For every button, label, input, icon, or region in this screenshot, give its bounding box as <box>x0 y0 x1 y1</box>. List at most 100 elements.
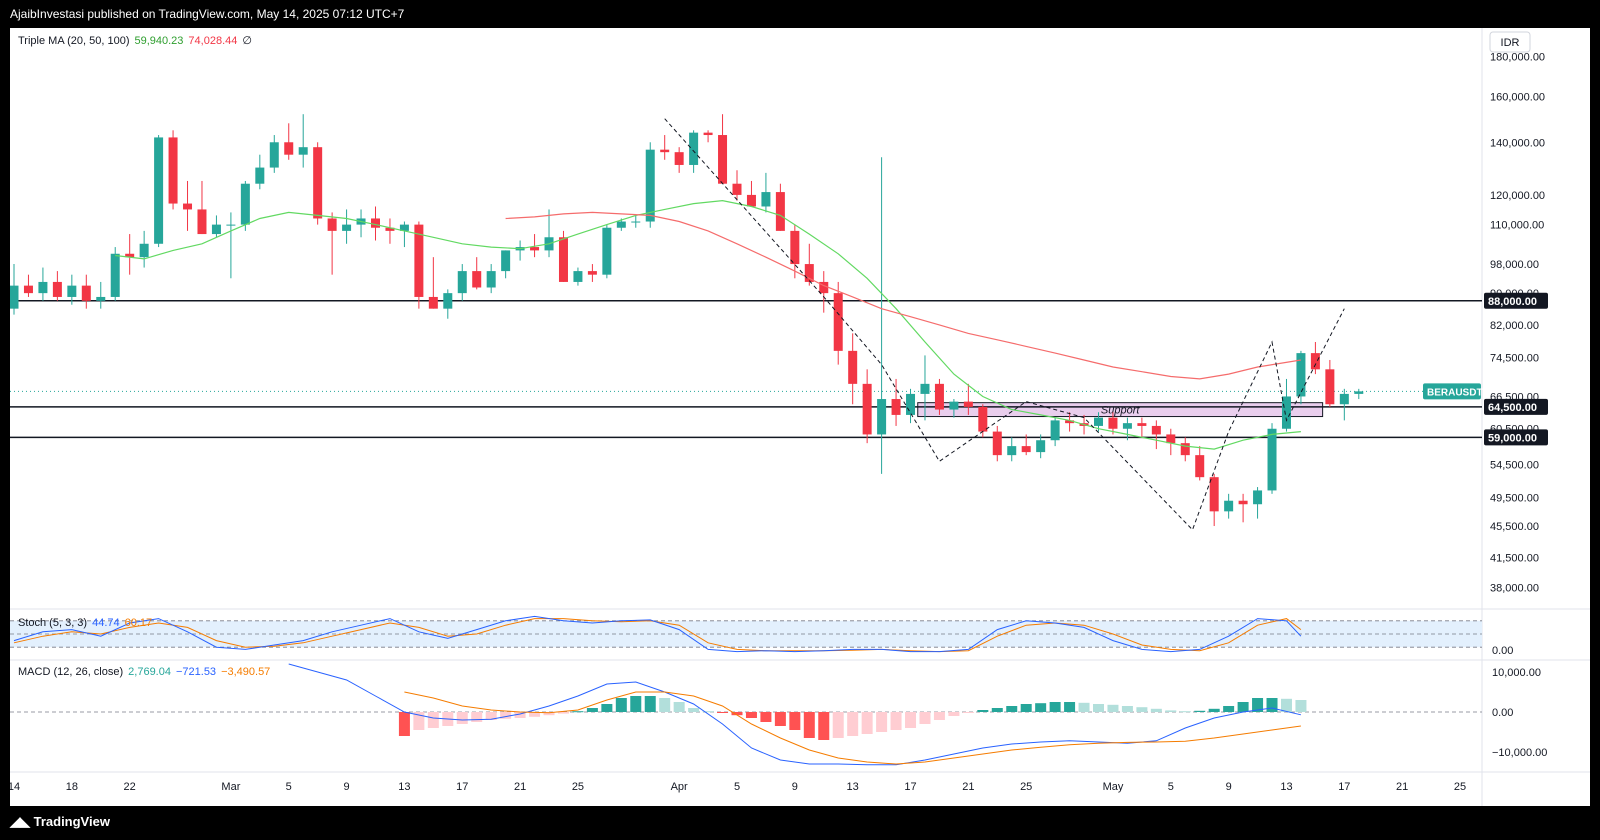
candle-body <box>183 203 193 210</box>
candle-body <box>240 183 250 225</box>
candle-body <box>23 285 33 294</box>
candle-body <box>587 271 597 275</box>
stoch-legend-k: 44.74 <box>92 617 120 629</box>
macd-histogram-bar <box>1266 698 1278 712</box>
candle-body <box>385 227 395 231</box>
currency-box: IDR <box>1489 31 1531 53</box>
macd-histogram-bar <box>702 711 714 713</box>
candle-body <box>52 281 62 297</box>
candle <box>978 404 988 438</box>
candle-body <box>833 293 843 351</box>
macd-histogram-bar <box>803 712 815 738</box>
ma-legend-name: Triple MA (20, 50, 100) <box>18 35 129 47</box>
price-tick-label: 120,000.00 <box>1490 190 1545 202</box>
macd-histogram-bar <box>398 712 410 736</box>
macd-histogram-bar <box>586 708 598 712</box>
pane-separators <box>10 28 1590 806</box>
candle <box>819 271 829 313</box>
price-tick-label: 82,000.00 <box>1490 320 1539 332</box>
macd-histogram-bar <box>1020 704 1032 712</box>
candle-body <box>81 285 91 301</box>
macd-histogram-bar <box>529 712 541 717</box>
ma-legend-v1: 59,940.23 <box>134 35 183 47</box>
stoch-k-line <box>13 615 1302 653</box>
candle-body <box>211 224 221 235</box>
tradingview-logo[interactable]: ◢◣ TradingView <box>10 814 110 829</box>
macd-histogram-bar <box>1194 710 1206 712</box>
candle-body <box>457 271 467 294</box>
macd-histogram-bar <box>933 712 945 720</box>
macd-tick-label: 0.00 <box>1492 707 1513 719</box>
time-tick-label: 9 <box>344 781 350 793</box>
candle-body <box>168 137 178 204</box>
candle <box>920 355 930 421</box>
time-tick-label: 17 <box>904 781 916 793</box>
candle <box>1296 350 1306 405</box>
candle <box>1122 417 1132 441</box>
candle-body <box>703 132 713 136</box>
time-tick-label: 21 <box>514 781 526 793</box>
candle <box>530 234 540 258</box>
macd-histogram-bar <box>673 702 685 712</box>
time-tick-label: 17 <box>456 781 468 793</box>
macd-signal-line <box>404 691 1301 765</box>
price-tick-label: 160,000.00 <box>1490 92 1545 104</box>
level-tag-label: 88,000.00 <box>1488 296 1537 308</box>
time-axis: 14 18 22 Mar 5 9 13 17 21 25 Apr 5 9 13 17 21 25 May 5 9 13 1… <box>10 781 1466 793</box>
macd-histogram-bar <box>543 712 555 716</box>
candle-body <box>920 383 930 394</box>
candle <box>457 264 467 301</box>
macd-histogram-bar <box>1150 708 1162 712</box>
candle <box>472 257 482 290</box>
candle-body <box>934 383 944 410</box>
macd-histogram-bar <box>919 712 931 724</box>
macd-histogram-bar <box>413 712 425 730</box>
time-tick-label: May <box>1103 781 1124 793</box>
candle-body <box>1065 420 1075 424</box>
candle-body <box>255 167 265 184</box>
candle-body <box>1094 417 1103 426</box>
time-tick-label: 5 <box>734 781 740 793</box>
candle-body <box>1325 369 1335 405</box>
candle <box>284 123 294 160</box>
macd-histogram-bar <box>1280 698 1292 712</box>
candle-body <box>1238 500 1248 505</box>
candle-body <box>38 281 48 294</box>
candle-body <box>660 149 670 153</box>
candle-body <box>1339 393 1349 405</box>
candle-body <box>1224 500 1234 512</box>
candle <box>501 250 511 279</box>
candle <box>125 234 135 275</box>
candle-body <box>963 401 973 407</box>
candle <box>645 142 655 228</box>
candle-body <box>689 132 699 165</box>
macd-histogram-bar <box>731 712 743 716</box>
candle-body <box>327 218 337 231</box>
candle <box>240 180 250 231</box>
candle-body <box>139 243 149 258</box>
candle-body <box>486 271 496 288</box>
time-tick-label: 5 <box>286 781 292 793</box>
candle <box>963 383 973 415</box>
level-tag-label: 59,000.00 <box>1488 432 1537 444</box>
candle <box>515 240 525 261</box>
macd-histogram-bar <box>1136 707 1148 712</box>
candle-body <box>96 296 106 301</box>
candle-body <box>602 227 612 275</box>
chart-canvas[interactable]: IDR 180,000.00 160,000.00 140,000.00 120,000… <box>10 28 1590 806</box>
candle <box>718 114 728 184</box>
macd-histogram-bar <box>557 712 569 714</box>
chart-panel[interactable]: IDR 180,000.00 160,000.00 140,000.00 120,000… <box>10 28 1590 806</box>
candle <box>631 215 641 228</box>
macd-histogram-bar <box>427 712 439 728</box>
candle <box>862 369 872 444</box>
macd-histogram-bar <box>688 708 700 712</box>
candle-body <box>1137 423 1147 426</box>
ma-legend-v2: 74,028.44 <box>188 35 237 47</box>
macd-histogram-bar <box>1208 708 1220 712</box>
macd-histogram-bar <box>818 712 830 740</box>
candles <box>10 114 1364 527</box>
macd-histogram-bar <box>1006 706 1018 712</box>
macd-histogram-bar <box>774 712 786 726</box>
candle-body <box>1021 446 1031 453</box>
